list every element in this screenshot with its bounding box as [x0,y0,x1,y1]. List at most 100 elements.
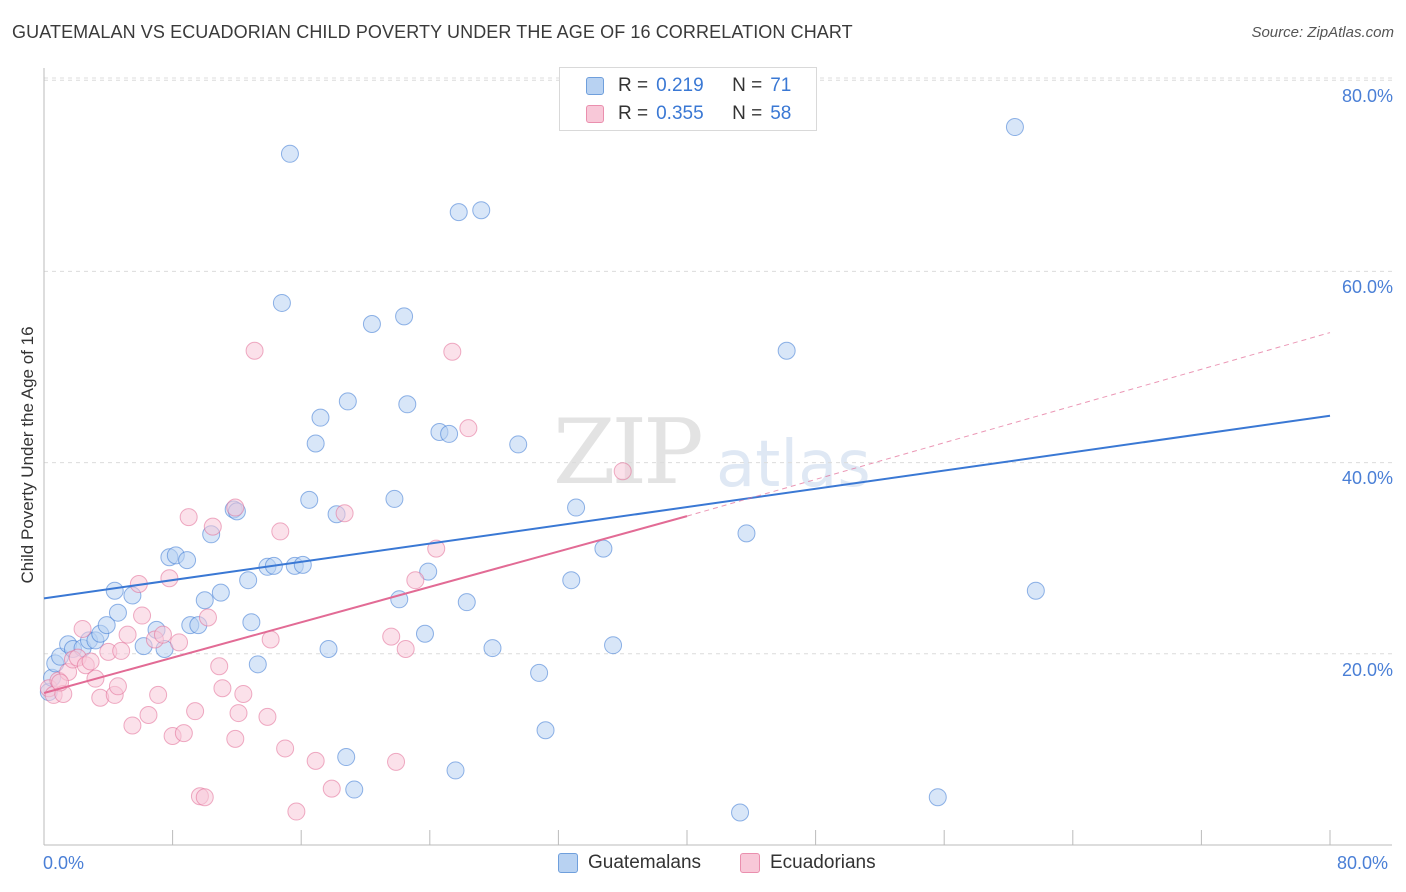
guatemalan-point [449,203,468,222]
guatemalan-point [362,314,381,333]
ecuadorian-point [139,705,158,724]
guatemalan-point [178,551,197,570]
y-tick-label: 80.0% [1341,86,1393,106]
legend-swatch [586,77,604,95]
y-axis-label: Child Poverty Under the Age of 16 [18,326,37,584]
correlation-legend: R = 0.219 N = 71 R = 0.355 N = 58 [559,67,817,131]
guatemalan-point [97,616,116,635]
ecuadorian-point [123,716,142,735]
guatemalan-point [457,593,476,612]
ecuadorian-point [387,752,406,771]
guatemalan-point [398,395,417,414]
guatemalan-point [395,307,414,326]
legend-row-ecuadorians: R = 0.355 N = 58 [586,102,791,126]
ecuadorian-point [382,627,401,646]
guatemalan-point [306,434,325,453]
guatemalan-point [211,583,230,602]
guatemalan-point [1026,581,1045,600]
guatemalan-point [108,603,127,622]
x-tick-label: 0.0% [43,853,85,873]
guatemalan-point [385,489,404,508]
ecuadorian-point [174,724,193,743]
ecuadorian-point [186,702,205,721]
guatemalan-trend-line [43,414,1331,600]
ecuadorian-point [149,685,168,704]
legend-item-guatemalans[interactable]: Guatemalans [558,852,701,874]
ecuadorian-point [213,679,232,698]
guatemalan-point [928,788,947,807]
ecuadorian-point [258,707,277,726]
guatemalan-point [777,341,796,360]
ecuadorian-point [229,704,248,723]
ecuadorian-point [443,342,462,361]
guatemalan-point [567,498,586,517]
ecuadorian-point [108,677,127,696]
watermark-zip: ZIP [553,400,704,505]
ecuadorian-point [396,640,415,659]
guatemalan-point [272,293,291,312]
guatemalan-point [319,640,338,659]
ecuadorian-point [427,539,446,558]
guatemalan-point [239,571,258,590]
guatemalan-point [300,490,319,509]
ecuadorian-point [306,751,325,770]
ecuadorian-point [613,462,632,481]
ecuadorian-point [276,739,295,758]
ecuadorian-point [322,779,341,798]
ecuadorian-point [210,657,229,676]
guatemalan-point [338,392,357,411]
ecuadorian-point [335,504,354,523]
n-label: N = [732,75,763,96]
guatemalan-point [242,613,261,632]
ecuadorian-point [226,729,245,748]
r-value: 0.355 [656,103,704,124]
n-value: 58 [770,103,792,124]
guatemalan-point [446,761,465,780]
guatemalan-point [415,624,434,643]
guatemalan-point [562,571,581,590]
guatemalan-point [1005,118,1024,137]
guatemalan-point [311,408,330,427]
ecuadorian-point [234,684,253,703]
legend-label: Ecuadorians [770,852,876,873]
y-tick-label: 20.0% [1341,660,1393,680]
guatemalan-point [337,748,356,767]
source-label: Source: ZipAtlas.com [1251,24,1394,41]
guatemalan-point [594,539,613,558]
guatemalan-point [419,562,438,581]
ecuadorian-trend-line [43,515,688,694]
x-tick-label: 80.0% [1337,853,1389,873]
legend-row-guatemalans: R = 0.219 N = 71 [586,74,791,98]
ecuadorian-point [73,619,92,638]
ecuadorian-point [406,571,425,590]
guatemalan-point [472,201,491,220]
ecuadorian-point [226,498,245,517]
guatemalan-point [440,424,459,443]
guatemalan-point [280,144,299,163]
ecuadorian-trend-extension [686,332,1331,517]
ecuadorian-point [195,788,214,807]
n-value: 71 [770,75,792,96]
guatemalan-point [105,581,124,600]
guatemalan-point [248,655,267,674]
y-tick-label: 40.0% [1341,468,1393,488]
guatemalan-point [345,780,364,799]
guatemalan-point [483,639,502,658]
series-legend: Guatemalans Ecuadorians [0,852,1406,876]
ecuadorian-point [170,633,189,652]
legend-item-ecuadorians[interactable]: Ecuadorians [740,852,876,874]
n-label: N = [732,103,763,124]
ecuadorian-point [112,641,131,660]
r-label: R = [618,75,649,96]
ecuadorian-point [245,341,264,360]
legend-swatch [586,105,604,123]
ecuadorian-point [203,517,222,536]
ecuadorian-point [81,652,100,671]
ecuadorian-point [133,606,152,625]
ecuadorian-point [271,522,290,541]
guatemalan-point [195,591,214,610]
ecuadorian-point [153,625,172,644]
guatemalan-point [731,803,750,822]
ecuadorian-point [118,625,137,644]
